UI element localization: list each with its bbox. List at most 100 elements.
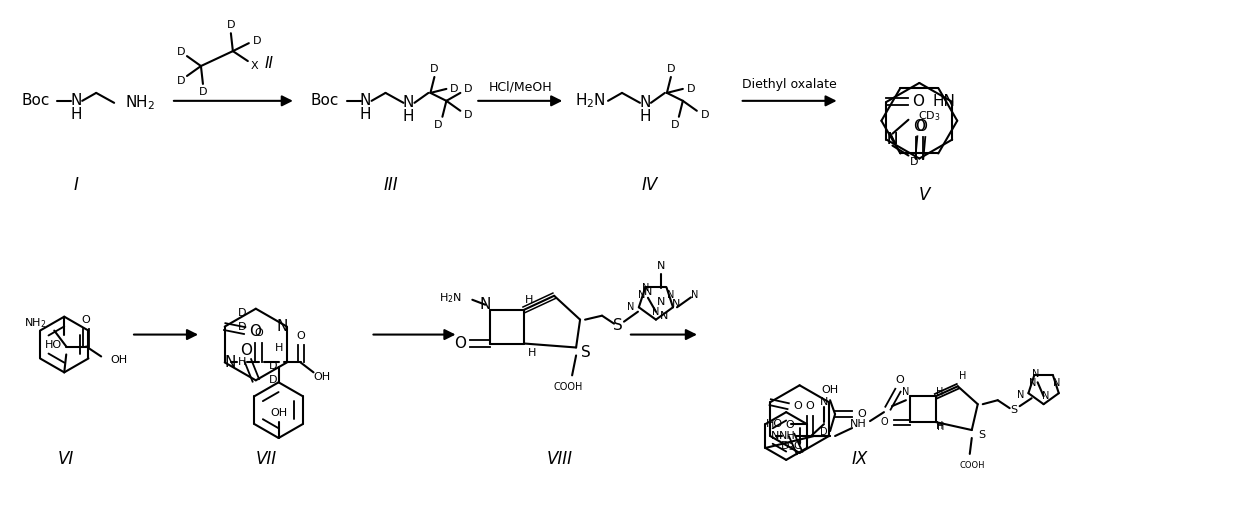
Text: O: O <box>239 343 252 358</box>
Text: D: D <box>269 361 278 371</box>
Text: N: N <box>403 96 414 110</box>
Text: N: N <box>691 290 698 300</box>
Text: CD$_3$: CD$_3$ <box>919 109 941 123</box>
Text: D: D <box>464 84 472 94</box>
Text: D: D <box>269 375 278 385</box>
Text: N: N <box>224 355 236 370</box>
Text: D: D <box>253 36 262 46</box>
Text: N: N <box>480 297 491 312</box>
Text: H: H <box>936 387 944 397</box>
Text: D: D <box>464 110 472 120</box>
Text: H: H <box>936 421 944 431</box>
Text: N: N <box>1028 378 1035 388</box>
Text: N: N <box>1053 378 1060 388</box>
Text: D: D <box>667 64 675 74</box>
Text: H$_2$N: H$_2$N <box>439 291 463 305</box>
Text: D: D <box>227 20 236 30</box>
Text: S: S <box>613 318 622 333</box>
Text: D: D <box>671 120 680 130</box>
Text: H: H <box>937 422 945 432</box>
Text: N: N <box>771 431 780 441</box>
Text: N: N <box>642 283 650 293</box>
Text: VI: VI <box>58 450 74 468</box>
Text: O: O <box>254 328 263 338</box>
Text: N: N <box>657 261 665 271</box>
Text: OH: OH <box>110 356 128 365</box>
Text: H$_2$N: H$_2$N <box>575 91 606 110</box>
Text: HO: HO <box>45 339 62 350</box>
Text: D: D <box>198 87 207 97</box>
Text: NH: NH <box>849 419 867 429</box>
Text: VII: VII <box>255 450 277 468</box>
Text: N: N <box>640 96 651 110</box>
Text: N: N <box>903 387 910 397</box>
Text: H: H <box>238 357 246 367</box>
Text: COOH: COOH <box>553 382 583 392</box>
Text: O: O <box>806 401 815 411</box>
Text: D: D <box>450 84 459 94</box>
Text: N: N <box>637 290 645 300</box>
Text: X: X <box>250 61 259 71</box>
Text: O: O <box>858 409 867 419</box>
Text: H: H <box>639 109 651 124</box>
Text: V: V <box>919 187 930 204</box>
Text: III: III <box>383 176 398 194</box>
Text: N: N <box>657 297 665 307</box>
Text: N: N <box>1032 369 1039 379</box>
Text: N: N <box>667 290 675 300</box>
Text: Boc: Boc <box>311 94 339 108</box>
Text: D: D <box>238 308 246 318</box>
Text: N: N <box>1042 391 1049 401</box>
Text: O: O <box>296 331 305 340</box>
Text: D: D <box>430 64 439 74</box>
Text: HO: HO <box>766 419 782 429</box>
Text: VIII: VIII <box>547 450 573 468</box>
Text: H: H <box>525 295 533 305</box>
Text: N: N <box>627 303 635 312</box>
Text: H: H <box>959 371 966 381</box>
Text: S: S <box>1011 405 1017 415</box>
Text: D: D <box>687 84 696 94</box>
Text: OH: OH <box>270 408 288 418</box>
Text: N: N <box>672 299 680 309</box>
Text: D: D <box>701 110 709 120</box>
Text: HN: HN <box>932 95 956 109</box>
Text: Diethyl oxalate: Diethyl oxalate <box>743 78 837 91</box>
Text: N: N <box>652 307 660 317</box>
Text: N: N <box>644 287 652 297</box>
Text: IX: IX <box>852 450 868 468</box>
Text: N: N <box>660 311 668 321</box>
Text: N: N <box>820 397 828 407</box>
Text: O: O <box>82 315 91 324</box>
Text: D: D <box>177 76 185 86</box>
Text: COOH: COOH <box>959 461 985 470</box>
Text: D: D <box>820 427 828 437</box>
Text: O: O <box>454 336 466 351</box>
Text: S: S <box>978 430 986 440</box>
Text: O: O <box>913 95 925 109</box>
Text: H: H <box>71 107 82 122</box>
Text: N: N <box>360 94 371 108</box>
Text: N: N <box>1017 390 1024 400</box>
Text: D$_3$C: D$_3$C <box>780 439 804 453</box>
Text: H: H <box>360 107 371 122</box>
Text: NH$_2$: NH$_2$ <box>125 94 155 112</box>
Text: D: D <box>238 321 246 332</box>
Text: II: II <box>264 56 273 71</box>
Text: OH: OH <box>312 373 330 382</box>
Text: O: O <box>794 401 802 411</box>
Text: O: O <box>785 420 794 430</box>
Text: D: D <box>177 47 185 57</box>
Text: HCl/MeOH: HCl/MeOH <box>489 80 552 94</box>
Text: N: N <box>887 132 898 147</box>
Text: H: H <box>403 109 414 124</box>
Text: O: O <box>915 119 928 134</box>
Text: H: H <box>528 349 537 358</box>
Text: I: I <box>74 176 78 194</box>
Text: D: D <box>910 156 919 167</box>
Text: N: N <box>887 132 898 147</box>
Text: O: O <box>249 324 260 339</box>
Text: N: N <box>277 319 288 334</box>
Text: N: N <box>71 94 82 108</box>
Text: OH: OH <box>822 385 838 396</box>
